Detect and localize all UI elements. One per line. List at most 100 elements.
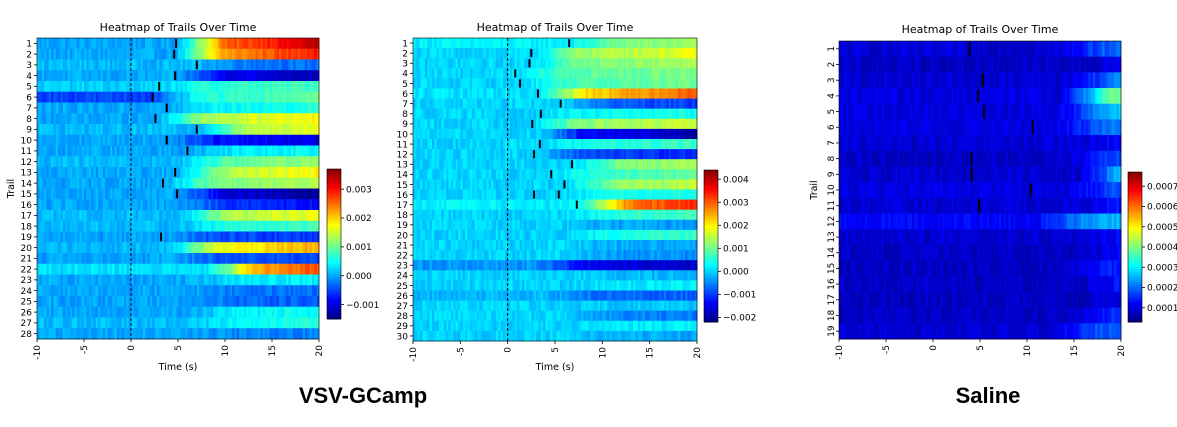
heatmap-cell xyxy=(69,91,73,103)
heatmap-cell xyxy=(288,102,292,114)
heatmap-cell xyxy=(192,48,195,60)
heatmap-cell xyxy=(262,113,266,125)
heatmap-cell xyxy=(283,81,287,93)
heatmap-cell xyxy=(232,59,235,71)
heatmap-cell xyxy=(288,81,292,93)
heatmap-cell xyxy=(302,38,306,50)
heatmap-cell xyxy=(123,102,127,114)
heatmap-cell xyxy=(133,48,137,60)
heatmap-cell xyxy=(232,38,235,50)
heatmap-cell xyxy=(81,48,85,60)
heatmap-cell xyxy=(62,91,66,103)
heatmap-cell xyxy=(267,38,271,50)
heatmap-cell xyxy=(264,59,268,71)
heatmap-cell xyxy=(255,102,259,114)
heatmap-cell xyxy=(210,102,214,114)
heatmap-cell xyxy=(203,48,207,60)
heatmap-cell xyxy=(178,81,181,93)
heatmap-cell xyxy=(297,48,301,60)
heatmap-cell xyxy=(309,70,313,82)
heatmap-cell xyxy=(55,102,59,114)
heatmap-cell xyxy=(272,102,275,114)
heatmap-cell xyxy=(142,59,146,71)
heatmap-cell xyxy=(67,81,71,93)
heatmap-cell xyxy=(220,91,224,103)
heatmap-cell xyxy=(210,81,214,93)
heatmap-cell xyxy=(44,81,47,93)
heatmap-cell xyxy=(274,70,278,82)
heatmap-cell xyxy=(44,113,47,125)
heatmap-cell xyxy=(255,91,259,103)
heatmap-cell xyxy=(262,38,266,50)
heatmap-cell xyxy=(274,59,278,71)
heatmap-cell xyxy=(76,70,80,82)
heatmap-cell xyxy=(272,70,275,82)
heatmap-cell xyxy=(138,81,141,93)
heatmap-cell xyxy=(91,48,94,60)
heatmap-cell xyxy=(314,48,318,60)
heatmap-cell xyxy=(194,113,198,125)
heatmap-cell xyxy=(53,38,57,50)
heatmap-cell xyxy=(225,102,228,114)
heatmap-cell xyxy=(166,38,169,50)
heatmap-cell xyxy=(288,113,292,125)
heatmap-cell xyxy=(91,91,94,103)
heatmap-cell xyxy=(232,102,235,114)
heatmap-cell xyxy=(185,102,188,114)
heatmap-cell xyxy=(102,102,106,114)
heatmap-cell xyxy=(74,48,78,60)
heatmap-cell xyxy=(65,91,68,103)
heatmap-cell xyxy=(206,59,209,71)
heatmap-cell xyxy=(311,81,315,93)
heatmap-cell xyxy=(257,70,261,82)
heatmap-cell xyxy=(41,48,45,60)
heatmap-cell xyxy=(297,59,301,71)
heatmap-cell xyxy=(128,91,132,103)
heatmap-cell xyxy=(295,59,299,71)
heatmap-cell xyxy=(152,59,155,71)
heatmap-cell xyxy=(55,113,59,125)
heatmap-cell xyxy=(112,81,115,93)
heatmap-cell xyxy=(128,113,132,125)
heatmap-cell xyxy=(262,59,266,71)
heatmap-cell xyxy=(293,91,296,103)
heatmap-cell xyxy=(161,91,165,103)
heatmap-cell xyxy=(147,113,151,125)
heatmap-cell xyxy=(121,38,125,50)
heatmap-cell xyxy=(53,91,57,103)
heatmap-cell xyxy=(232,48,235,60)
heatmap-cell xyxy=(86,38,90,50)
heatmap-cell xyxy=(91,38,94,50)
heatmap-cell xyxy=(51,81,54,93)
heatmap-cell xyxy=(81,102,85,114)
heatmap-cell xyxy=(102,70,106,82)
heatmap-cell xyxy=(297,91,301,103)
heatmap-cell xyxy=(290,38,294,50)
heatmap-cell xyxy=(180,70,184,82)
heatmap-cell xyxy=(248,102,252,114)
heatmap-cell xyxy=(272,113,275,125)
heatmap-cell xyxy=(133,38,137,50)
heatmap-cell xyxy=(60,48,64,60)
heatmap-cell xyxy=(163,102,167,114)
heatmap-cell xyxy=(279,91,282,103)
heatmap-cell xyxy=(314,59,318,71)
heatmap-cell xyxy=(140,59,144,71)
heatmap-cell xyxy=(44,124,47,136)
heatmap-cell xyxy=(67,70,71,82)
heatmap-cell xyxy=(222,113,226,125)
heatmap-cell xyxy=(149,113,153,125)
heatmap-cell xyxy=(65,38,68,50)
heatmap-cell xyxy=(93,48,97,60)
heatmap-cell xyxy=(201,81,205,93)
heatmap-cell xyxy=(250,48,254,60)
heatmap-cell xyxy=(156,113,160,125)
heatmap-cell xyxy=(53,48,57,60)
heatmap-cell xyxy=(159,59,162,71)
heatmap-cell xyxy=(295,81,299,93)
heatmap-cell xyxy=(81,38,85,50)
heatmap-cell xyxy=(276,102,280,114)
heatmap-cell xyxy=(114,70,118,82)
heatmap-cell xyxy=(72,38,75,50)
heatmap-cell xyxy=(67,38,71,50)
